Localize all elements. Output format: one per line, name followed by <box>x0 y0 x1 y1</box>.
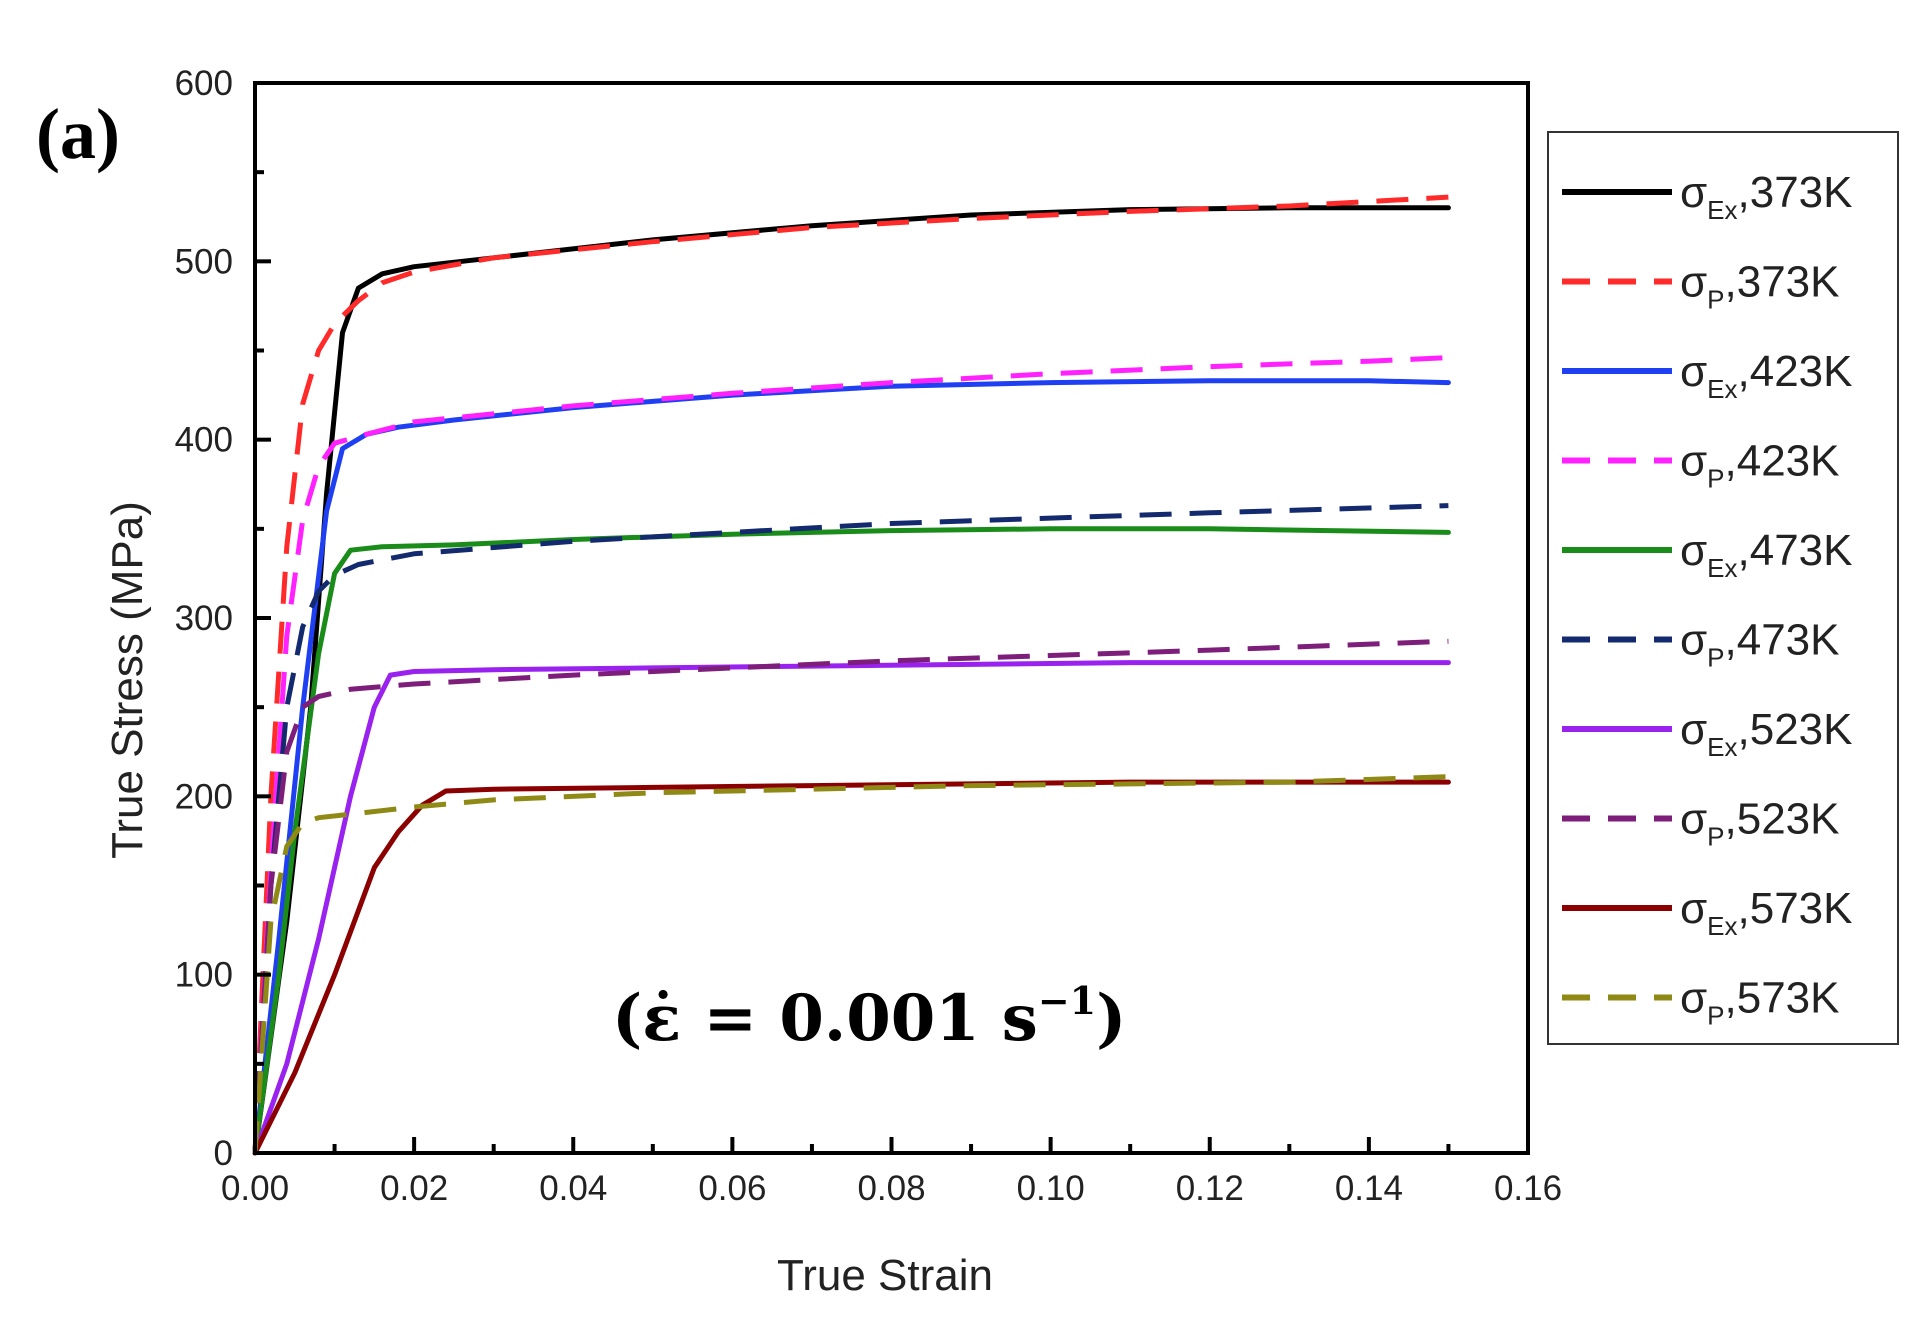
strain-rate-annotation: (ε̇ = 0.001 s−1) <box>612 978 1126 1056</box>
legend-label-4: σEx,473K <box>1680 526 1852 583</box>
legend-label-7: σP,523K <box>1680 795 1839 852</box>
y-tick-label: 200 <box>175 777 233 816</box>
y-tick-label: 100 <box>175 956 233 995</box>
x-tick-label: 0.14 <box>1335 1169 1403 1208</box>
legend-label-5: σP,473K <box>1680 616 1839 673</box>
series-line-1 <box>252 194 1449 1154</box>
annotation-close-paren: ) <box>1096 981 1126 1056</box>
y-tick-label: 300 <box>175 599 233 638</box>
series-line-6 <box>252 660 1451 1156</box>
x-tick-label: 0.06 <box>698 1169 766 1208</box>
annotation-open-paren: ( <box>612 981 642 1056</box>
y-tick-label: 0 <box>214 1134 233 1173</box>
axes: 0.00 0.02 0.04 0.06 0.08 0.10 0.12 0.14 0.16 0 100… <box>175 64 1562 1208</box>
series-line-7 <box>252 638 1449 1154</box>
legend-label-1: σP,373K <box>1680 258 1839 315</box>
y-axis-title: True Stress (MPa) <box>103 501 152 859</box>
plot-area <box>252 194 1451 1156</box>
legend-label-9: σP,573K <box>1680 974 1839 1031</box>
x-tick-label: 0.02 <box>380 1169 448 1208</box>
series-line-8 <box>252 779 1451 1156</box>
legend: σEx,373K σP,373K σEx,423K σP,423K σEx,473K σP… <box>1547 131 1899 1045</box>
series-line-2 <box>252 378 1451 1156</box>
annotation-value: 0.001 <box>779 981 979 1056</box>
x-tick-label: 0.04 <box>539 1169 607 1208</box>
series-line-4 <box>252 526 1451 1156</box>
legend-label-0: σEx,373K <box>1680 168 1852 225</box>
annotation-unit-exponent: −1 <box>1038 978 1096 1023</box>
series-line-5 <box>252 503 1449 1154</box>
series-line-3 <box>252 355 1449 1154</box>
legend-label-6: σEx,523K <box>1680 705 1852 762</box>
legend-label-3: σP,423K <box>1680 437 1839 494</box>
y-tick-label: 400 <box>175 421 233 460</box>
legend-box <box>1547 131 1899 1045</box>
panel-label: (a) <box>36 94 120 174</box>
x-tick-label: 0.12 <box>1176 1169 1244 1208</box>
y-tick-label: 500 <box>175 242 233 281</box>
annotation-symbol: ε̇ <box>642 981 681 1056</box>
annotation-unit: s <box>1002 981 1038 1056</box>
legend-label-8: σEx,573K <box>1680 884 1852 941</box>
y-tick-label: 600 <box>175 64 233 103</box>
legend-label-2: σEx,423K <box>1680 347 1852 404</box>
series-line-9 <box>252 774 1449 1154</box>
x-tick-label: 0.08 <box>857 1169 925 1208</box>
annotation-equals: = <box>681 981 779 1056</box>
x-tick-label: 0.00 <box>221 1169 289 1208</box>
x-tick-label: 0.10 <box>1017 1169 1085 1208</box>
x-axis-title: True Strain <box>777 1251 993 1300</box>
x-tick-label: 0.16 <box>1494 1169 1562 1208</box>
